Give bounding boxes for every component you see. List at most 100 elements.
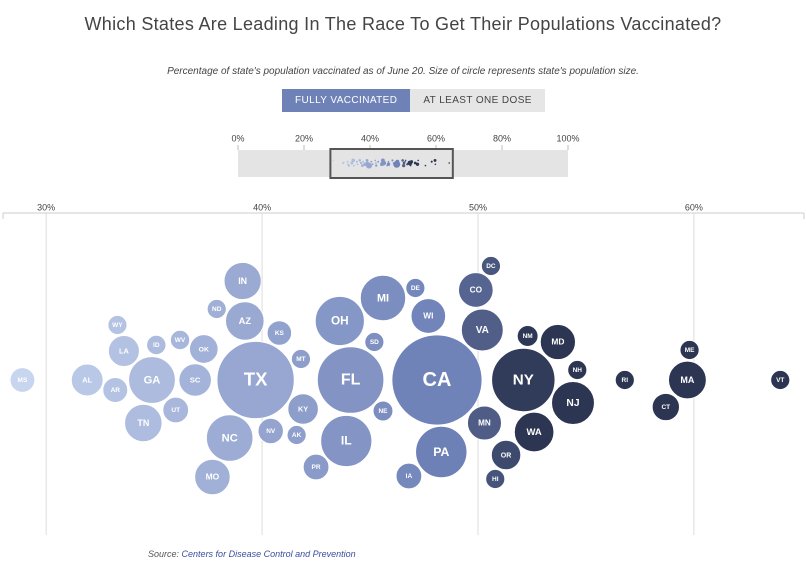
- bubble-label: MI: [377, 292, 389, 304]
- toggle: FULLY VACCINATED AT LEAST ONE DOSE: [282, 89, 545, 112]
- overview-dot: [332, 159, 335, 162]
- bubble-label: VT: [776, 377, 784, 384]
- bubble: [223, 262, 262, 300]
- bubble: [551, 381, 595, 425]
- bubble-label: ND: [212, 306, 222, 313]
- bubble-label: ID: [153, 342, 160, 349]
- bubble: [291, 349, 311, 369]
- overview-dot: [387, 160, 390, 163]
- bubble: [372, 400, 394, 422]
- overview-dot: [353, 164, 355, 167]
- overview-dot: [359, 161, 363, 165]
- overview-dot: [409, 164, 412, 167]
- bubble: [513, 411, 555, 453]
- overview-dot: [370, 160, 373, 163]
- bubble-label: OR: [501, 452, 512, 459]
- bubble-label: RI: [622, 377, 629, 384]
- subtitle: Percentage of state's population vaccina…: [167, 66, 639, 77]
- overview-dot: [361, 164, 364, 167]
- bubble: [70, 363, 104, 397]
- bubble: [302, 453, 330, 481]
- overview-dot: [355, 160, 358, 163]
- bubble-label: GA: [144, 374, 161, 386]
- bubble: [461, 308, 504, 352]
- bubble-label: CO: [470, 286, 483, 295]
- overview-dot: [410, 160, 414, 164]
- bubble-label: VA: [476, 325, 489, 336]
- bubble-label: NJ: [566, 398, 579, 409]
- overview-tick-label: 100%: [556, 133, 579, 143]
- overview-dot: [424, 164, 427, 167]
- overview-dot: [386, 162, 391, 167]
- toggle-button[interactable]: AT LEAST ONE DOSE: [410, 89, 545, 112]
- bubble-label: SD: [370, 339, 379, 346]
- bubble-label: OK: [199, 346, 209, 353]
- bubble: [490, 439, 522, 471]
- source-link[interactable]: Centers for Disease Control and Preventi…: [181, 549, 356, 559]
- bubble: [162, 396, 189, 424]
- bubble-label: KY: [298, 404, 308, 413]
- x-tick-label: 60%: [685, 202, 703, 212]
- overview-dot: [415, 162, 420, 166]
- bubble: [286, 425, 307, 445]
- bubble: [516, 325, 539, 347]
- bubble-label: MD: [551, 337, 564, 347]
- bubble: [467, 405, 502, 441]
- bubble: [124, 403, 163, 443]
- bubble: [317, 346, 385, 414]
- bubble-label: NM: [523, 333, 533, 340]
- bubble: [410, 298, 446, 334]
- bubble-label: DE: [411, 285, 421, 292]
- bubble-label: HI: [492, 476, 499, 483]
- bubble: [107, 315, 128, 335]
- bubble: [405, 278, 426, 298]
- overview-dot: [350, 161, 354, 165]
- bubble: [287, 393, 319, 425]
- overview-dot: [347, 164, 351, 167]
- source: Source: Centers for Disease Control and …: [148, 549, 356, 559]
- bubble: [458, 272, 494, 308]
- bubble-label: OH: [331, 315, 349, 328]
- bubble-label: IL: [341, 434, 352, 448]
- bubble: [614, 370, 635, 390]
- bubble: [668, 360, 707, 400]
- bubble: [491, 347, 556, 413]
- overview-dot: [351, 158, 355, 163]
- bubble-label: CA: [423, 369, 452, 391]
- bubble-label: NC: [222, 432, 238, 444]
- overview-dot: [417, 159, 419, 162]
- overview-dot: [402, 163, 406, 168]
- bubble-label: PA: [433, 445, 449, 459]
- x-tick-label: 40%: [253, 202, 271, 212]
- bubble-label: DC: [486, 263, 496, 270]
- bubble-label: SC: [190, 376, 201, 385]
- bubble: [539, 324, 576, 360]
- overview-tick-label: 40%: [361, 133, 379, 143]
- overview-tick-label: 60%: [427, 133, 445, 143]
- overview-dot: [391, 159, 394, 162]
- bubble-label: MN: [478, 419, 491, 428]
- overview-dot: [404, 160, 406, 163]
- overview-dot: [374, 159, 377, 162]
- toggle-button[interactable]: FULLY VACCINATED: [282, 89, 411, 112]
- bubble: [770, 370, 791, 390]
- bubble-label: MT: [296, 356, 305, 363]
- bubble: [146, 334, 167, 356]
- bubble-label: WY: [112, 322, 123, 329]
- overview-dot: [413, 161, 417, 165]
- bubble: [108, 335, 140, 367]
- overview-dot: [366, 162, 372, 169]
- overview-dot: [346, 160, 349, 163]
- bubble: [485, 469, 506, 489]
- bubble: [206, 299, 227, 319]
- overview-dot: [342, 161, 345, 165]
- bubble-label: AL: [82, 376, 92, 385]
- overview-dot: [375, 162, 377, 164]
- bubble-label: NE: [378, 408, 388, 415]
- bubble: [257, 417, 284, 445]
- bubble-label: NH: [573, 367, 583, 374]
- bubble-label: WV: [175, 337, 186, 344]
- overview-dot: [380, 160, 387, 166]
- bubble-label: CT: [661, 404, 670, 411]
